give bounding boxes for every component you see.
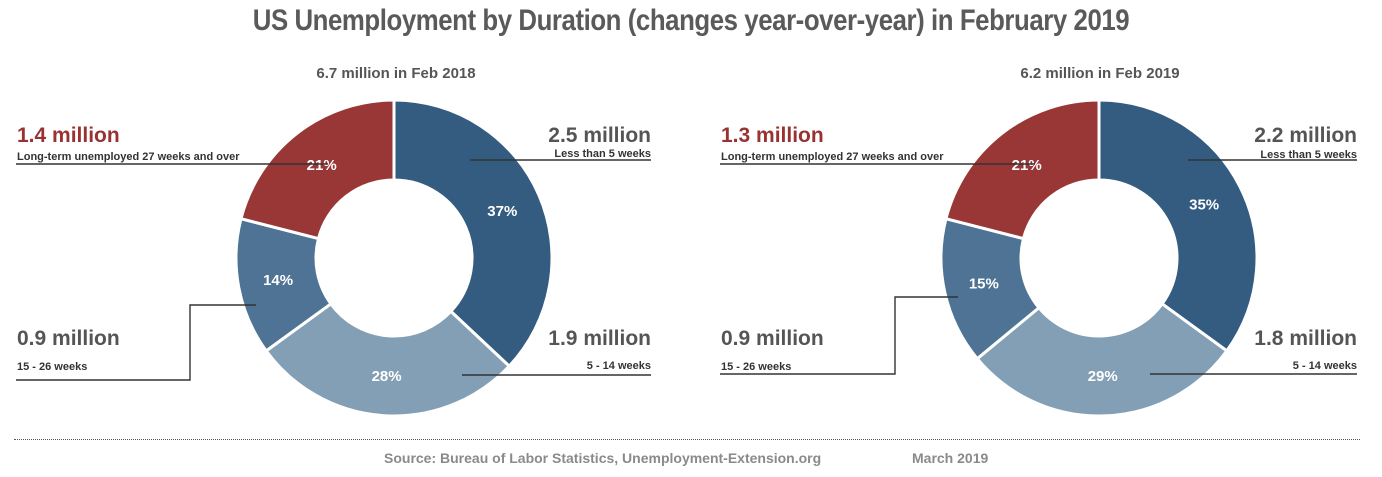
amount-w5_14-2018: 1.9 million bbox=[548, 327, 651, 350]
donut-slice-w5_14-2018 bbox=[264, 301, 512, 418]
donut-slice-w27-2019 bbox=[944, 98, 1101, 241]
amount-lt5-2018: 2.5 million bbox=[548, 124, 651, 147]
desc-w27-2019: Long-term unemployed 27 weeks and over bbox=[721, 151, 944, 163]
percent-label-w15_26-2019: 15% bbox=[969, 276, 999, 293]
donut-slices-2019: 35% 29% 15% 21% bbox=[939, 98, 1259, 418]
footer-divider bbox=[14, 439, 1360, 440]
desc-w27-2018: Long-term unemployed 27 weeks and over bbox=[17, 151, 240, 163]
subtitle-2018: 6.7 million in Feb 2018 bbox=[316, 65, 475, 82]
percent-label-w15_26-2018: 14% bbox=[263, 272, 293, 289]
desc-w5_14-2019: 5 - 14 weeks bbox=[1293, 360, 1357, 372]
leader-line-w15_26-2018 bbox=[16, 304, 256, 381]
desc-w5_14-2018: 5 - 14 weeks bbox=[587, 360, 651, 372]
donut-slices-2018: 37% 28% 14% 21% bbox=[234, 98, 554, 418]
amount-lt5-2019: 2.2 million bbox=[1254, 124, 1357, 147]
desc-w15_26-2018: 15 - 26 weeks bbox=[17, 361, 87, 373]
subtitle-2019: 6.2 million in Feb 2019 bbox=[1020, 65, 1179, 82]
chart-title: US Unemployment by Duration (changes yea… bbox=[252, 4, 1130, 37]
amount-w27-2018: 1.4 million bbox=[17, 124, 120, 147]
leader-line-w15_26-2019 bbox=[720, 296, 958, 375]
source-note: Source: Bureau of Labor Statistics, Unem… bbox=[384, 450, 822, 466]
donut-slice-w5_14-2019 bbox=[975, 301, 1229, 418]
donut-slice-lt5-2018 bbox=[392, 98, 554, 369]
amount-w27-2019: 1.3 million bbox=[721, 124, 824, 147]
percent-label-w27-2019: 21% bbox=[1012, 157, 1042, 174]
percent-label-w27-2018: 21% bbox=[307, 157, 337, 174]
donut-chart-2019: 6.2 million in Feb 2019 35% 29% 15% 21% 2.2… bbox=[720, 65, 1357, 418]
amount-w15_26-2018: 0.9 million bbox=[17, 327, 120, 350]
desc-lt5-2019: Less than 5 weeks bbox=[1260, 149, 1357, 161]
date-note: March 2019 bbox=[912, 450, 989, 466]
desc-lt5-2018: Less than 5 weeks bbox=[554, 148, 651, 160]
donut-slice-lt5-2019 bbox=[1097, 98, 1259, 353]
percent-label-lt5-2019: 35% bbox=[1189, 196, 1219, 213]
percent-label-lt5-2018: 37% bbox=[487, 203, 517, 220]
desc-w15_26-2019: 15 - 26 weeks bbox=[721, 361, 791, 373]
amount-w5_14-2019: 1.8 million bbox=[1254, 327, 1357, 350]
percent-label-w5_14-2019: 29% bbox=[1088, 368, 1118, 385]
donut-slice-w27-2018 bbox=[239, 98, 396, 241]
donut-slice-w15_26-2019 bbox=[939, 216, 1042, 361]
amount-w15_26-2019: 0.9 million bbox=[721, 327, 824, 350]
percent-label-w5_14-2018: 28% bbox=[372, 368, 402, 385]
donut-chart-2018: 6.7 million in Feb 2018 37% 28% 14% 21% 2.5… bbox=[16, 65, 651, 418]
